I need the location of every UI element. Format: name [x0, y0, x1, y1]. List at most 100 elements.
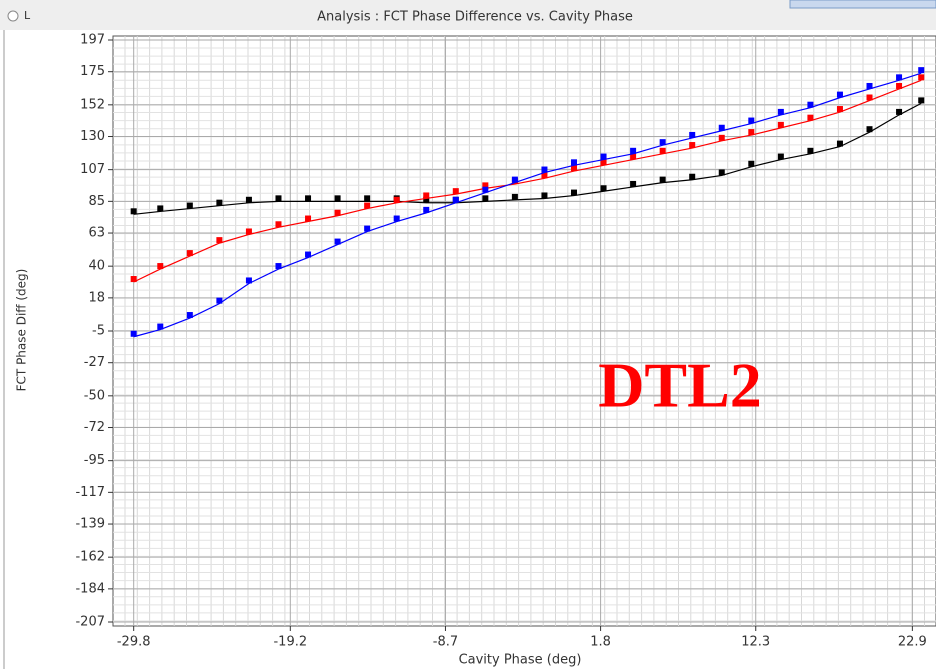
data-point	[275, 263, 282, 270]
data-point	[866, 126, 873, 133]
data-point	[748, 129, 755, 136]
data-point	[275, 195, 282, 202]
data-point	[918, 67, 925, 74]
data-point	[157, 205, 164, 212]
series-line	[133, 102, 922, 215]
data-point	[630, 147, 637, 154]
y-tick-label: -95	[84, 453, 105, 468]
data-point	[630, 180, 637, 187]
data-point	[689, 173, 696, 180]
y-tick-label: -5	[92, 324, 105, 339]
data-point	[130, 330, 137, 337]
data-point	[570, 165, 577, 172]
data-point	[807, 147, 814, 154]
data-point	[364, 195, 371, 202]
data-point	[423, 192, 430, 199]
data-point	[157, 323, 164, 330]
data-point	[186, 312, 193, 319]
data-point	[896, 82, 903, 89]
data-point	[748, 160, 755, 167]
data-point	[157, 263, 164, 270]
x-tick-label: -19.2	[273, 635, 307, 650]
data-point	[305, 215, 312, 222]
data-point	[689, 131, 696, 138]
data-point	[305, 251, 312, 258]
data-point	[216, 199, 223, 206]
data-point	[777, 121, 784, 128]
data-point	[245, 277, 252, 284]
y-tick-label: 85	[88, 194, 105, 209]
data-point	[918, 74, 925, 81]
data-point	[777, 153, 784, 160]
data-point	[245, 196, 252, 203]
y-tick-label: -207	[75, 615, 105, 630]
data-point	[334, 238, 341, 245]
x-tick-label: -29.8	[117, 635, 151, 650]
data-point	[570, 189, 577, 196]
data-point	[866, 94, 873, 101]
y-tick-label: 175	[80, 64, 105, 79]
y-tick-label: -162	[75, 550, 105, 565]
tab-strip	[789, 0, 936, 9]
y-tick-label: -72	[84, 420, 105, 435]
data-point	[216, 297, 223, 304]
y-tick-label: 130	[80, 129, 105, 144]
y-tick-label: 107	[80, 162, 105, 177]
data-point	[482, 186, 489, 193]
x-tick-label: 12.3	[741, 635, 770, 650]
y-axis-label: FCT Phase Diff (deg)	[15, 269, 29, 392]
data-point	[216, 237, 223, 244]
data-point	[600, 159, 607, 166]
data-point	[334, 195, 341, 202]
data-point	[130, 276, 137, 283]
data-point	[364, 202, 371, 209]
y-tick-label: 197	[80, 33, 105, 48]
data-point	[511, 193, 518, 200]
series-line	[133, 72, 922, 338]
data-point	[423, 196, 430, 203]
data-point	[393, 215, 400, 222]
y-tick-label: -184	[75, 581, 105, 596]
radio-label: L	[24, 9, 31, 22]
y-tick-label: 152	[80, 97, 105, 112]
title-bar	[0, 0, 936, 30]
data-point	[718, 169, 725, 176]
data-point	[836, 140, 843, 147]
data-point	[364, 225, 371, 232]
data-point	[186, 202, 193, 209]
data-point	[482, 195, 489, 202]
data-point	[718, 124, 725, 131]
data-point	[689, 142, 696, 149]
data-point	[423, 206, 430, 213]
data-point	[630, 153, 637, 160]
data-point	[186, 250, 193, 257]
data-point	[718, 134, 725, 141]
data-point	[452, 196, 459, 203]
data-point	[334, 209, 341, 216]
data-point	[659, 139, 666, 146]
series-line	[133, 79, 922, 283]
data-point	[452, 188, 459, 195]
data-point	[659, 176, 666, 183]
x-tick-label: -8.7	[433, 635, 458, 650]
data-point	[807, 101, 814, 108]
y-tick-label: 18	[88, 290, 105, 305]
data-point	[541, 166, 548, 173]
data-point	[600, 185, 607, 192]
data-point	[541, 172, 548, 179]
radio-button[interactable]	[7, 10, 19, 22]
chart-title: Analysis : FCT Phase Difference vs. Cavi…	[317, 10, 633, 25]
data-point	[305, 195, 312, 202]
data-point	[896, 108, 903, 115]
y-tick-label: -27	[84, 355, 105, 370]
x-tick-label: 1.8	[590, 635, 611, 650]
y-tick-label: 40	[88, 259, 105, 274]
data-point	[570, 159, 577, 166]
data-point	[807, 114, 814, 121]
data-point	[245, 228, 252, 235]
data-point	[918, 97, 925, 104]
data-point	[393, 196, 400, 203]
data-point	[275, 221, 282, 228]
data-point	[836, 106, 843, 113]
